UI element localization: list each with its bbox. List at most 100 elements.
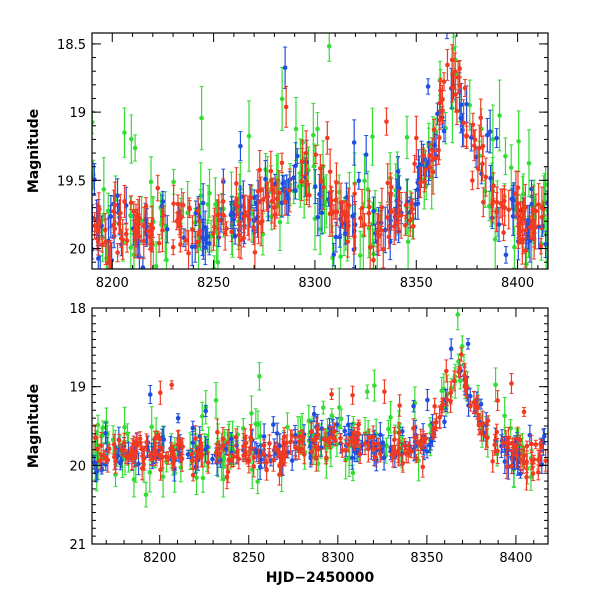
point-marker [154, 264, 159, 269]
point-marker [389, 185, 394, 190]
point-marker [96, 239, 101, 244]
point-marker [523, 228, 528, 233]
point-marker [212, 225, 217, 230]
point-marker [207, 241, 212, 246]
point-marker [357, 178, 362, 183]
point-marker [280, 161, 285, 166]
point-marker [264, 194, 269, 199]
point-marker [436, 148, 441, 153]
point-marker [255, 215, 260, 220]
point-marker [176, 202, 181, 207]
point-marker [171, 245, 176, 250]
point-marker [371, 258, 376, 263]
point-marker [214, 398, 219, 403]
point-marker [136, 462, 141, 467]
point-marker [318, 166, 323, 171]
point-marker [118, 211, 123, 216]
point-marker [370, 134, 375, 139]
point-marker [329, 210, 334, 215]
point-marker [381, 247, 386, 252]
point-marker [190, 440, 195, 445]
point-marker [211, 231, 216, 236]
point-marker [247, 217, 252, 222]
point-marker [229, 230, 234, 235]
point-marker [473, 137, 478, 142]
point-marker [346, 203, 351, 208]
point-marker [161, 199, 166, 204]
point-marker [539, 244, 544, 249]
point-marker [523, 205, 528, 210]
point-marker [392, 224, 397, 229]
point-marker [283, 200, 288, 205]
point-marker [229, 437, 234, 442]
point-marker [422, 179, 427, 184]
point-marker [338, 254, 343, 259]
point-marker [118, 461, 123, 466]
point-marker [376, 233, 381, 238]
point-marker [98, 218, 103, 223]
point-marker [368, 245, 373, 250]
point-marker [103, 240, 108, 245]
point-marker [278, 220, 283, 225]
point-marker [283, 66, 288, 71]
point-marker [512, 245, 517, 250]
point-marker [300, 159, 305, 164]
point-marker [247, 134, 252, 139]
point-marker [160, 228, 165, 233]
point-marker [257, 374, 262, 379]
point-marker [184, 238, 189, 243]
point-marker [387, 235, 392, 240]
point-marker [353, 222, 358, 227]
point-marker [254, 422, 259, 427]
point-marker [409, 201, 414, 206]
x-tick-label: 8400 [501, 276, 534, 291]
point-marker [485, 133, 490, 138]
point-marker [344, 195, 349, 200]
point-marker [453, 374, 458, 379]
point-marker [111, 223, 116, 228]
point-marker [461, 121, 466, 126]
point-marker [338, 235, 343, 240]
point-marker [197, 232, 202, 237]
point-marker [297, 184, 302, 189]
point-marker [494, 136, 499, 141]
point-marker [478, 115, 483, 120]
point-marker [161, 474, 166, 479]
point-marker [285, 425, 290, 430]
point-marker [453, 92, 458, 97]
point-marker [380, 205, 385, 210]
point-marker [403, 223, 408, 228]
point-marker [243, 210, 248, 215]
point-marker [532, 231, 537, 236]
point-marker [481, 200, 486, 205]
point-marker [352, 140, 357, 145]
point-marker [122, 130, 127, 135]
point-marker [442, 129, 447, 134]
point-marker [293, 163, 298, 168]
y-tick-label: 19 [69, 106, 86, 121]
point-marker [494, 210, 499, 215]
point-marker [272, 205, 277, 210]
point-marker [464, 102, 469, 107]
point-marker [450, 58, 455, 63]
point-marker [321, 185, 326, 190]
point-marker [411, 404, 416, 409]
point-marker [418, 180, 423, 185]
point-marker [328, 169, 333, 174]
point-marker [224, 226, 229, 231]
point-marker [427, 153, 432, 158]
point-marker [263, 177, 268, 182]
point-marker [311, 133, 316, 138]
point-marker [233, 202, 238, 207]
point-marker [313, 152, 318, 157]
point-marker [480, 162, 485, 167]
point-marker [463, 86, 468, 91]
point-marker [389, 209, 394, 214]
point-marker [501, 230, 506, 235]
point-marker [294, 127, 299, 132]
point-marker [187, 205, 192, 210]
point-marker [362, 179, 367, 184]
point-marker [335, 210, 340, 215]
point-marker [144, 492, 149, 497]
point-marker [428, 165, 433, 170]
